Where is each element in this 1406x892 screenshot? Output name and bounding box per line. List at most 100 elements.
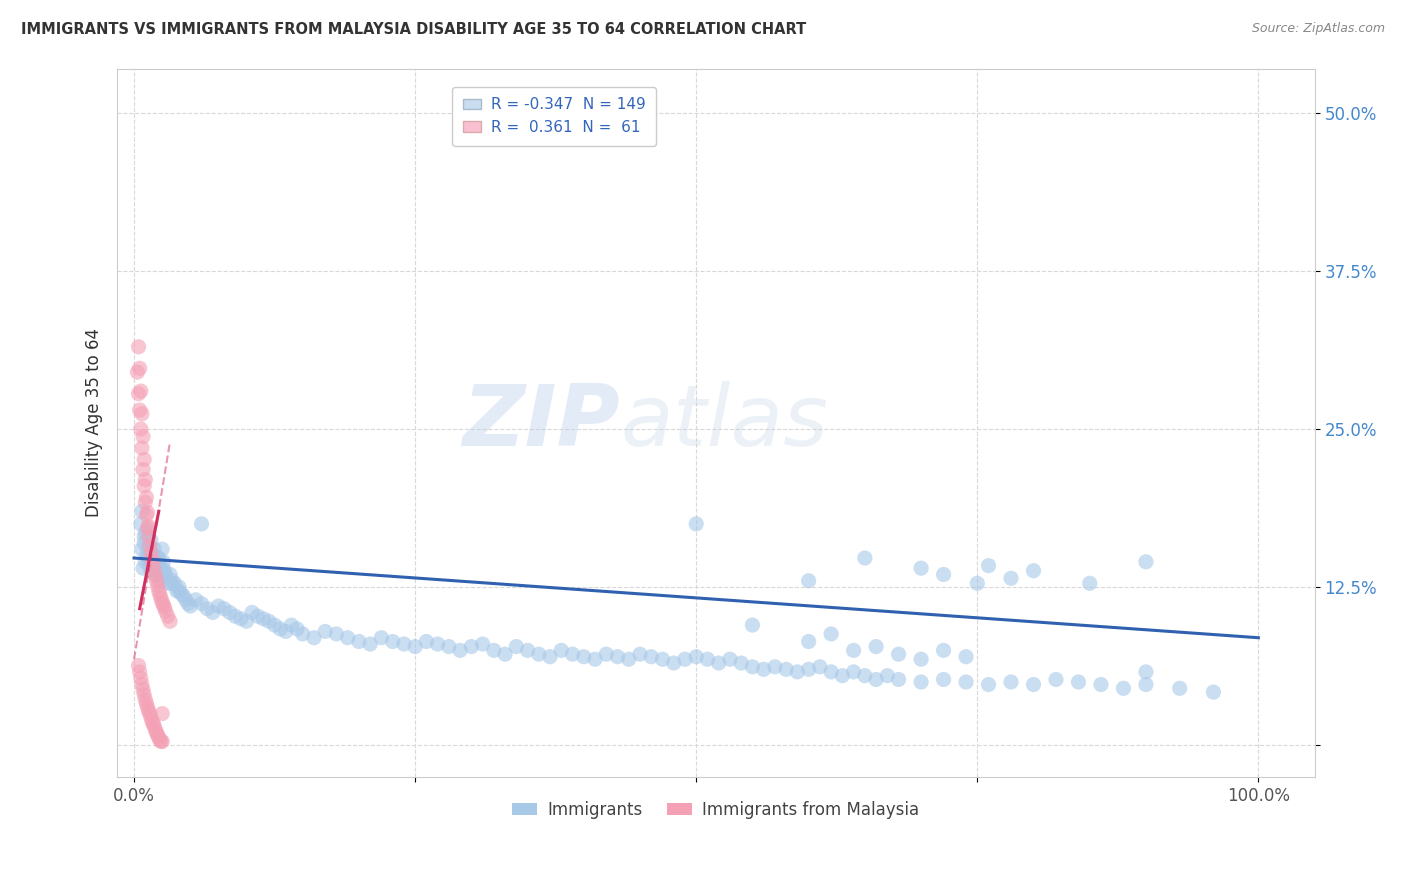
Point — [561, 647, 583, 661]
Point — [136, 506, 159, 520]
Point — [853, 551, 876, 566]
Point — [820, 665, 842, 679]
Point — [606, 649, 628, 664]
Point — [673, 652, 696, 666]
Point — [685, 516, 707, 531]
Point — [174, 592, 197, 607]
Point — [240, 606, 263, 620]
Point — [143, 719, 166, 733]
Text: ZIP: ZIP — [463, 381, 620, 464]
Point — [150, 542, 173, 557]
Point — [138, 538, 160, 552]
Point — [775, 662, 797, 676]
Point — [167, 580, 190, 594]
Point — [1112, 681, 1135, 696]
Point — [153, 600, 176, 615]
Point — [741, 618, 763, 632]
Point — [1022, 564, 1045, 578]
Point — [1135, 677, 1157, 691]
Point — [662, 656, 685, 670]
Point — [415, 634, 437, 648]
Point — [207, 599, 229, 613]
Point — [155, 571, 177, 585]
Point — [134, 555, 156, 569]
Point — [128, 361, 150, 376]
Point — [136, 523, 159, 537]
Point — [149, 588, 172, 602]
Point — [932, 643, 955, 657]
Point — [138, 519, 160, 533]
Point — [159, 615, 181, 629]
Point — [134, 692, 156, 706]
Point — [173, 589, 195, 603]
Point — [314, 624, 336, 639]
Point — [572, 649, 595, 664]
Point — [797, 634, 820, 648]
Point — [159, 567, 181, 582]
Point — [252, 612, 274, 626]
Point — [820, 627, 842, 641]
Point — [218, 606, 240, 620]
Point — [149, 733, 172, 747]
Point — [132, 561, 155, 575]
Point — [148, 551, 170, 566]
Point — [224, 609, 246, 624]
Point — [910, 561, 932, 575]
Point — [752, 662, 775, 676]
Point — [128, 658, 150, 673]
Point — [212, 601, 235, 615]
Point — [966, 576, 988, 591]
Point — [148, 583, 170, 598]
Point — [138, 704, 160, 718]
Point — [853, 668, 876, 682]
Point — [865, 640, 887, 654]
Point — [134, 495, 156, 509]
Point — [131, 441, 153, 455]
Legend: Immigrants, Immigrants from Malaysia: Immigrants, Immigrants from Malaysia — [506, 794, 927, 825]
Y-axis label: Disability Age 35 to 64: Disability Age 35 to 64 — [86, 328, 103, 517]
Point — [1135, 665, 1157, 679]
Point — [155, 567, 177, 582]
Point — [392, 637, 415, 651]
Point — [127, 365, 149, 379]
Point — [302, 631, 325, 645]
Point — [494, 647, 516, 661]
Point — [865, 673, 887, 687]
Point — [132, 462, 155, 476]
Point — [595, 647, 617, 661]
Point — [148, 731, 170, 745]
Point — [527, 647, 550, 661]
Point — [150, 734, 173, 748]
Point — [730, 656, 752, 670]
Point — [177, 597, 200, 611]
Point — [505, 640, 527, 654]
Point — [170, 586, 193, 600]
Point — [1067, 675, 1090, 690]
Point — [134, 479, 156, 493]
Point — [141, 555, 163, 569]
Point — [131, 677, 153, 691]
Point — [437, 640, 460, 654]
Point — [741, 660, 763, 674]
Point — [184, 592, 207, 607]
Point — [150, 706, 173, 721]
Point — [145, 574, 167, 588]
Point — [155, 604, 177, 618]
Point — [146, 579, 169, 593]
Point — [291, 627, 314, 641]
Point — [142, 549, 165, 563]
Point — [141, 714, 163, 729]
Point — [152, 555, 174, 569]
Point — [166, 583, 188, 598]
Point — [142, 558, 165, 572]
Point — [150, 734, 173, 748]
Point — [932, 567, 955, 582]
Point — [797, 662, 820, 676]
Point — [134, 525, 156, 540]
Point — [651, 652, 673, 666]
Point — [1000, 675, 1022, 690]
Point — [190, 516, 212, 531]
Point — [426, 637, 449, 651]
Point — [640, 649, 662, 664]
Text: atlas: atlas — [620, 381, 828, 464]
